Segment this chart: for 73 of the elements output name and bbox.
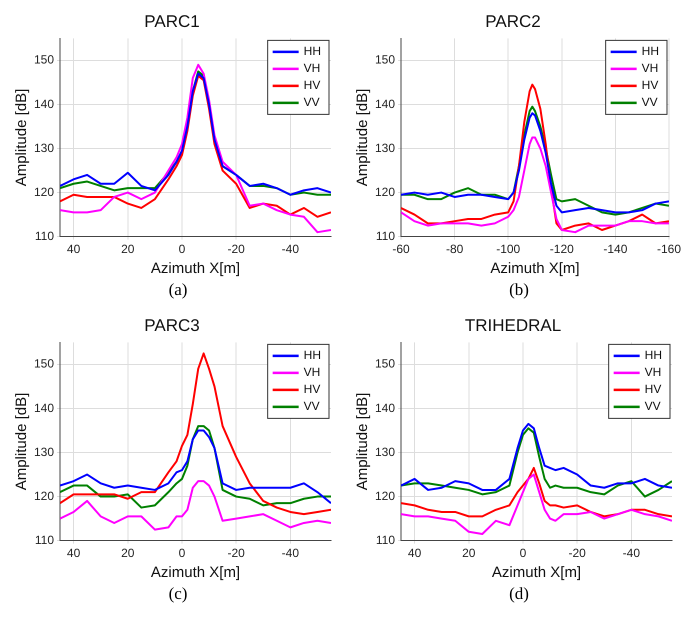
x-tick-label: -20 [227, 546, 246, 560]
x-axis-title: Azimuth X[m] [492, 564, 582, 582]
x-tick-label: 20 [121, 546, 135, 560]
legend-label: VV [304, 399, 320, 414]
y-axis-title: Amplitude [dB] [13, 392, 30, 490]
legend-label: VH [644, 365, 662, 380]
y-tick-label: 150 [34, 356, 54, 371]
x-tick-label: 20 [121, 242, 135, 256]
legend-label: HV [644, 382, 662, 396]
x-tick-label: -140 [603, 242, 628, 256]
x-tick-label: 0 [178, 546, 186, 560]
y-tick-label: 140 [374, 96, 396, 111]
text: (b) [509, 279, 529, 301]
legend-label: HH [642, 44, 660, 58]
y-tick-label: 140 [374, 400, 396, 415]
chart-title: TRIHEDRAL [464, 316, 562, 335]
y-tick-label: 150 [374, 52, 396, 67]
legend-label: HH [304, 44, 322, 58]
x-tick-label: 40 [66, 546, 81, 560]
x-tick-label: -20 [227, 242, 246, 256]
legend-label: VH [304, 365, 320, 380]
x-tick-label: -60 [392, 242, 410, 256]
legend-label: HH [304, 348, 322, 362]
text: (d) [509, 583, 529, 605]
y-tick-label: 130 [374, 140, 396, 155]
x-tick-label: 0 [178, 242, 186, 256]
y-tick-label: 140 [34, 96, 54, 111]
y-tick-label: 120 [34, 184, 54, 199]
legend-label: VH [304, 61, 320, 76]
y-tick-label: 150 [374, 356, 396, 371]
y-tick-label: 110 [34, 228, 54, 243]
chart-title: PARC3 [144, 316, 200, 335]
legend-label: HV [304, 382, 320, 396]
text: (a) [168, 279, 188, 301]
legend-label: HH [644, 348, 662, 362]
chart-title: PARC1 [144, 12, 200, 31]
y-axis-title: Amplitude [dB] [354, 392, 372, 490]
chart-title: PARC2 [485, 12, 541, 31]
x-tick-label: -160 [656, 242, 682, 256]
legend-label: VV [644, 399, 661, 414]
legend-label: VV [642, 95, 658, 110]
y-tick-label: 130 [34, 444, 54, 459]
x-tick-label: -40 [282, 242, 300, 256]
y-axis-title: Amplitude [dB] [13, 88, 30, 186]
x-tick-label: -80 [446, 242, 464, 256]
y-axis-title: Amplitude [dB] [354, 88, 372, 186]
y-tick-label: 130 [374, 444, 396, 459]
x-tick-label: -100 [496, 242, 521, 256]
x-tick-label: -40 [622, 546, 640, 560]
y-tick-label: 130 [34, 140, 54, 155]
text: (c) [168, 583, 188, 605]
x-tick-label: -20 [568, 546, 586, 560]
x-axis-title: Azimuth X[m] [490, 260, 580, 278]
y-tick-label: 150 [34, 52, 54, 67]
x-tick-label: -120 [550, 242, 574, 256]
y-tick-label: 110 [376, 228, 396, 243]
y-tick-label: 120 [374, 488, 396, 503]
y-tick-label: 120 [374, 184, 396, 199]
x-axis-title: Azimuth X[m] [150, 564, 240, 582]
x-tick-label: 20 [462, 546, 476, 560]
y-tick-label: 110 [34, 532, 54, 547]
x-tick-label: 40 [408, 546, 422, 560]
x-tick-label: 0 [520, 546, 527, 560]
y-tick-label: 120 [34, 488, 54, 503]
x-tick-label: 40 [66, 242, 81, 256]
legend-label: VH [642, 61, 658, 76]
legend-label: HV [642, 78, 658, 92]
legend-label: HV [304, 78, 320, 92]
x-tick-label: -40 [282, 546, 300, 560]
legend-label: VV [304, 95, 320, 110]
y-tick-label: 110 [376, 532, 396, 547]
x-axis-title: Azimuth X[m] [150, 260, 240, 278]
y-tick-label: 140 [34, 400, 54, 415]
